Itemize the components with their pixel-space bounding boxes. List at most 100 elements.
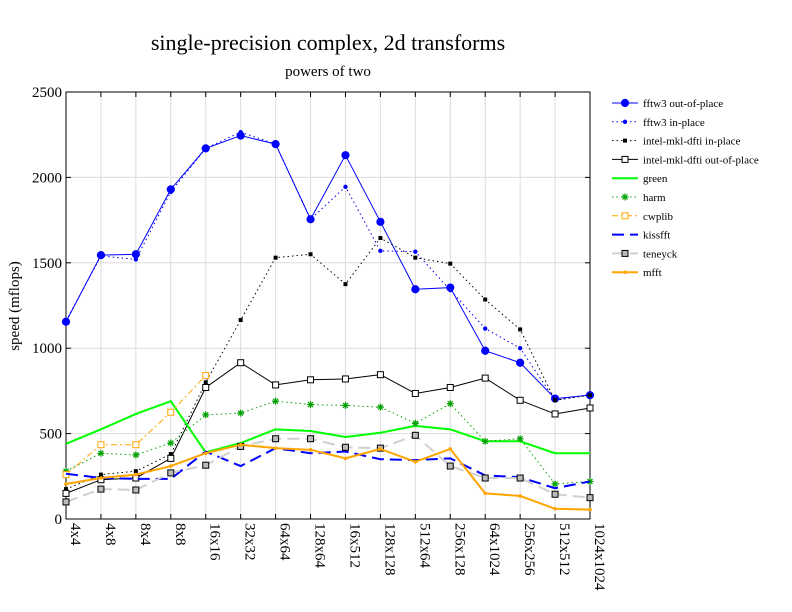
data-point [238, 318, 243, 323]
data-point [133, 257, 139, 262]
legend-label: harm [643, 192, 666, 204]
legend-item: fftw3 out-of-place [612, 98, 723, 110]
series-line [65, 443, 591, 511]
data-point [588, 507, 592, 512]
data-point [132, 451, 140, 459]
data-point [237, 359, 245, 367]
legend-item: teneyck [612, 248, 678, 260]
x-tick-label: 4x4 [67, 523, 83, 546]
data-point [272, 397, 280, 405]
data-point [167, 469, 175, 477]
x-tick-label: 64x64 [277, 523, 293, 561]
data-point [516, 435, 524, 443]
data-point [273, 255, 278, 260]
y-tick-label: 1500 [32, 256, 62, 272]
legend-label: intel-mkl-dfti out-of-place [643, 154, 759, 166]
data-point [343, 456, 348, 461]
data-point [62, 489, 70, 497]
data-point [411, 419, 419, 427]
data-point [553, 506, 557, 511]
series-fftw3-in-place [63, 129, 593, 403]
legend-item: green [612, 173, 668, 185]
data-point [518, 327, 523, 332]
data-point [341, 401, 349, 409]
data-point [307, 435, 315, 443]
data-point [272, 435, 280, 443]
data-point [551, 490, 559, 498]
data-point [517, 346, 523, 351]
legend-label: green [643, 173, 668, 185]
data-point [273, 141, 278, 147]
legend: fftw3 out-of-place fftw3 in-place intel-mk… [612, 98, 759, 279]
x-tick-label: 256x256 [521, 523, 537, 576]
x-tick-label: 128x64 [312, 523, 328, 569]
data-point [483, 297, 488, 302]
data-point [341, 443, 349, 451]
legend-label: fftw3 in-place [643, 117, 705, 129]
data-point [167, 439, 175, 447]
x-tick-label: 512x512 [556, 523, 572, 576]
y-axis-label: speed (mflops) [7, 261, 23, 351]
series-fftw3-out-of-place [61, 131, 595, 403]
data-point [621, 212, 629, 220]
legend-item: harm [612, 192, 666, 204]
data-point [168, 189, 173, 195]
data-point [238, 129, 243, 135]
data-point [516, 358, 525, 367]
x-tick-label: 64x1024 [486, 523, 502, 576]
data-point [97, 449, 105, 457]
legend-label: teneyck [643, 248, 678, 260]
data-point [64, 482, 68, 486]
data-point [481, 346, 490, 355]
data-point [237, 409, 245, 417]
data-point [203, 146, 208, 151]
data-point [132, 486, 140, 494]
data-point [516, 396, 524, 404]
data-point [413, 459, 418, 464]
data-point [623, 138, 627, 143]
data-point [308, 252, 313, 257]
y-tick-label: 500 [40, 427, 63, 443]
data-point [481, 374, 489, 382]
plot-frame [65, 91, 591, 520]
data-point [167, 454, 175, 462]
data-point [376, 371, 384, 379]
series-layer [61, 129, 595, 512]
y-tick-label: 2500 [32, 85, 62, 101]
data-point [411, 389, 419, 397]
data-point [97, 441, 105, 449]
data-point [411, 285, 420, 294]
chart-title: single-precision complex, 2d transforms [151, 30, 505, 55]
data-point [308, 217, 313, 222]
data-point [202, 411, 210, 419]
data-point [588, 393, 592, 398]
data-point [132, 441, 140, 449]
data-point [621, 249, 629, 257]
y-tick-label: 1000 [32, 341, 62, 357]
data-point [97, 485, 105, 493]
data-point [481, 437, 489, 445]
data-point [307, 376, 315, 384]
x-tick-label: 4x8 [102, 523, 118, 546]
x-tick-label: 16x16 [207, 523, 223, 561]
data-point [446, 383, 454, 391]
data-point [481, 474, 489, 482]
data-point [98, 472, 103, 477]
legend-label: cwplib [643, 211, 673, 223]
data-point [483, 491, 488, 496]
data-point [272, 381, 280, 389]
x-tick-label: 1024x1024 [591, 523, 607, 591]
series-intel-mkl-dfti-in-place [64, 236, 592, 492]
data-point [341, 151, 350, 160]
data-point [516, 474, 524, 482]
legend-item: cwplib [612, 211, 673, 223]
data-point [238, 442, 243, 447]
legend-item: intel-mkl-dfti out-of-place [612, 154, 759, 166]
data-point [376, 403, 384, 411]
data-point [446, 400, 454, 408]
data-point [448, 287, 453, 293]
x-tick-label: 512x64 [416, 523, 432, 569]
data-point [623, 270, 627, 275]
series-kissfft [65, 447, 591, 490]
